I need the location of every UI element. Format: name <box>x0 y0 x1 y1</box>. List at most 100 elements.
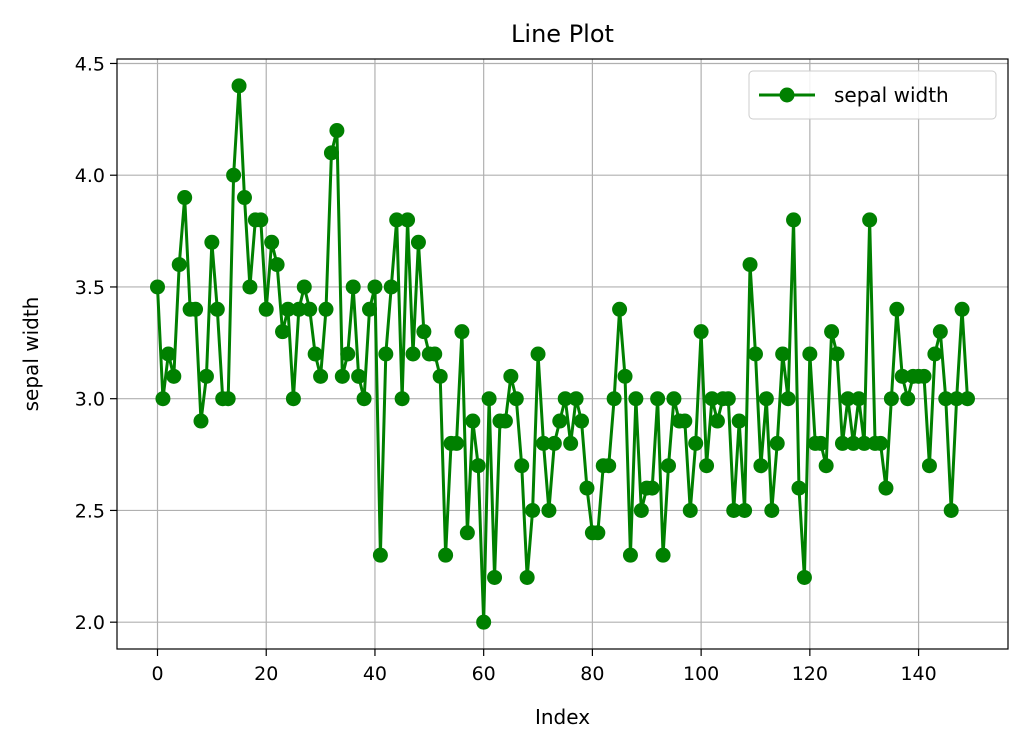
data-point <box>405 346 421 362</box>
data-point <box>693 324 709 340</box>
data-point <box>682 502 698 518</box>
plot-frame <box>116 58 1009 650</box>
legend: sepal width <box>748 70 997 120</box>
data-point <box>530 346 546 362</box>
data-point <box>378 346 394 362</box>
data-point <box>606 391 622 407</box>
data-point <box>231 78 247 94</box>
data-point <box>454 324 470 340</box>
data-point <box>622 547 638 563</box>
x-tick-label: 60 <box>472 663 496 685</box>
data-point <box>791 480 807 496</box>
data-point <box>334 368 350 384</box>
data-point <box>508 391 524 407</box>
data-point <box>666 391 682 407</box>
data-point <box>568 391 584 407</box>
data-point <box>236 190 252 206</box>
data-point <box>851 391 867 407</box>
data-point <box>758 391 774 407</box>
data-point <box>465 413 481 429</box>
legend-entry-label: sepal width <box>834 83 949 107</box>
data-point <box>775 346 791 362</box>
data-point <box>362 301 378 317</box>
data-point <box>535 435 551 451</box>
ticks: 0 20 40 60 80 100 120 140 2.0 2.5 3.0 3.5 4.0 4.5 <box>75 53 937 685</box>
data-point <box>400 212 416 228</box>
data-point <box>873 435 889 451</box>
data-point <box>824 324 840 340</box>
legend-marker-swatch <box>779 87 795 103</box>
data-point <box>726 502 742 518</box>
data-point <box>503 368 519 384</box>
data-point <box>780 391 796 407</box>
data-point <box>476 614 492 630</box>
data-point <box>954 301 970 317</box>
data-point <box>883 391 899 407</box>
data-point <box>633 502 649 518</box>
data-point <box>470 458 486 474</box>
y-tick-label: 2.5 <box>75 500 105 522</box>
data-point <box>644 480 660 496</box>
data-point <box>264 234 280 250</box>
data-point <box>188 301 204 317</box>
data-point <box>764 502 780 518</box>
legend-box <box>748 70 997 120</box>
data-point <box>557 391 573 407</box>
data-point <box>432 368 448 384</box>
data-point <box>514 458 530 474</box>
data-point <box>394 391 410 407</box>
data-point <box>220 391 236 407</box>
x-tick-label: 100 <box>683 663 719 685</box>
data-point <box>351 368 367 384</box>
data-point <box>296 279 312 295</box>
data-point <box>383 279 399 295</box>
x-tick-label: 40 <box>363 663 387 685</box>
data-point <box>438 547 454 563</box>
data-point <box>427 346 443 362</box>
data-point <box>590 525 606 541</box>
data-point <box>275 324 291 340</box>
data-point <box>574 413 590 429</box>
x-tick-label: 140 <box>900 663 936 685</box>
data-point <box>177 190 193 206</box>
data-point <box>367 279 383 295</box>
chart-title: Line Plot <box>511 20 614 48</box>
data-point <box>943 502 959 518</box>
data-point <box>204 234 220 250</box>
data-point <box>329 123 345 139</box>
data-point <box>372 547 388 563</box>
y-tick-label: 4.5 <box>75 53 105 75</box>
data-point <box>193 413 209 429</box>
data-point <box>938 391 954 407</box>
y-tick-label: 2.0 <box>75 612 105 634</box>
data-point <box>818 458 834 474</box>
data-point <box>786 212 802 228</box>
data-point <box>737 502 753 518</box>
data-point <box>617 368 633 384</box>
data-point <box>389 212 405 228</box>
data-point <box>285 391 301 407</box>
data-point <box>416 324 432 340</box>
data-point <box>829 346 845 362</box>
y-tick-label: 3.0 <box>75 389 105 411</box>
data-point <box>291 301 307 317</box>
data-point <box>612 301 628 317</box>
data-point <box>481 391 497 407</box>
data-point <box>650 391 666 407</box>
data-point <box>242 279 258 295</box>
data-point <box>448 435 464 451</box>
x-tick-label: 80 <box>580 663 604 685</box>
data-point <box>960 391 975 407</box>
x-tick-label: 20 <box>254 663 278 685</box>
data-point <box>802 346 818 362</box>
data-point <box>307 346 323 362</box>
data-point <box>796 569 812 585</box>
data-point <box>209 301 225 317</box>
data-point <box>949 391 965 407</box>
data-point <box>340 346 356 362</box>
series-layer <box>150 78 975 630</box>
data-point <box>661 458 677 474</box>
data-point <box>699 458 715 474</box>
data-point <box>601 458 617 474</box>
